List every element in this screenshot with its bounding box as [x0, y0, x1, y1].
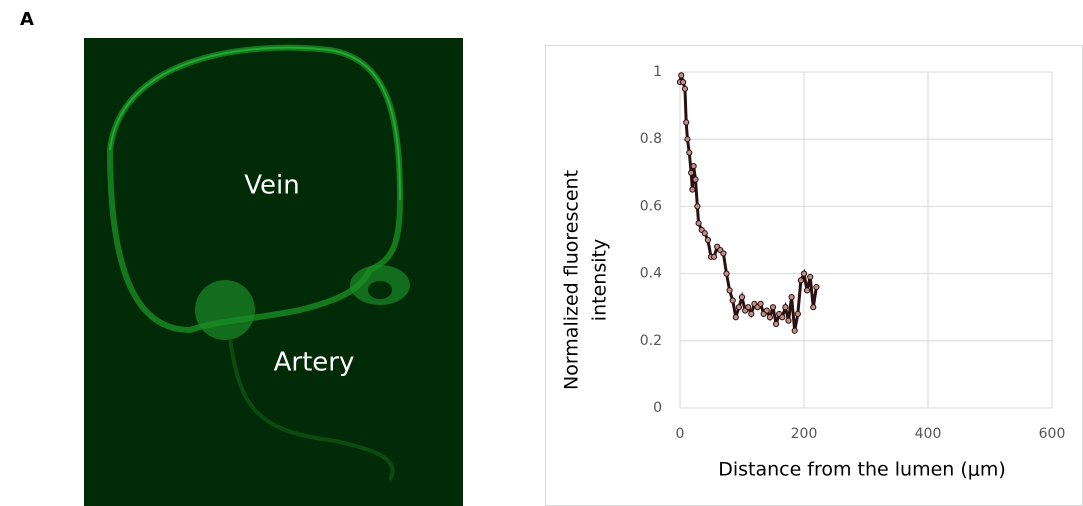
data-point: [769, 304, 777, 311]
y-tick-label: 0.8: [640, 131, 662, 147]
micrograph: Vein Artery: [84, 38, 463, 506]
data-point: [695, 220, 702, 227]
y-axis-label: intensity: [589, 239, 611, 321]
data-point: [782, 304, 789, 311]
data-point: [694, 203, 701, 210]
data-point: [690, 162, 697, 170]
data-line: [678, 74, 818, 331]
panel-label: A: [20, 9, 34, 30]
x-tick-label: 0: [676, 426, 685, 442]
data-point: [704, 236, 712, 244]
data-point: [723, 270, 730, 277]
data-point: [785, 317, 792, 324]
data-point: [726, 287, 733, 294]
data-point: [807, 273, 814, 281]
data-point: [688, 169, 695, 176]
y-tick-label: 1: [653, 64, 662, 80]
data-point: [684, 136, 691, 143]
data-point: [794, 310, 801, 318]
data-point: [686, 149, 693, 156]
data-point: [681, 85, 689, 92]
data-point: [711, 253, 718, 260]
data-point: [738, 294, 746, 301]
data-point: [757, 300, 764, 307]
image-label: Artery: [274, 348, 355, 378]
data-point: [791, 327, 798, 334]
data-point: [788, 294, 795, 301]
data-point: [701, 230, 708, 237]
data-point: [745, 304, 752, 311]
data-point: [678, 72, 685, 79]
data-point: [779, 314, 786, 321]
data-point: [804, 287, 811, 294]
data-point: [729, 297, 736, 304]
data-point: [735, 304, 743, 311]
data-point: [797, 277, 805, 284]
x-tick-label: 600: [1039, 426, 1066, 442]
data-point: [732, 314, 739, 321]
data-point: [800, 270, 808, 277]
y-tick-label: 0.4: [640, 266, 662, 282]
data-point: [810, 304, 817, 311]
data-point: [763, 307, 770, 314]
y-tick-label: 0.6: [640, 198, 662, 214]
y-tick-label: 0.2: [640, 333, 662, 349]
data-point: [766, 314, 774, 321]
data-point: [720, 250, 727, 257]
y-axis-label: Normalized fluorescent: [561, 170, 583, 390]
data-point: [748, 310, 755, 318]
data-point: [683, 119, 690, 126]
x-axis-label: Distance from the lumen (μm): [718, 459, 1006, 481]
image-label: Vein: [244, 171, 299, 201]
data-point: [680, 78, 687, 86]
y-tick-label: 0: [653, 400, 662, 416]
data-point: [692, 176, 699, 183]
data-point: [689, 186, 696, 193]
data-point: [773, 320, 780, 328]
data-point: [813, 283, 820, 291]
x-tick-label: 400: [915, 426, 942, 442]
x-tick-label: 200: [791, 426, 818, 442]
